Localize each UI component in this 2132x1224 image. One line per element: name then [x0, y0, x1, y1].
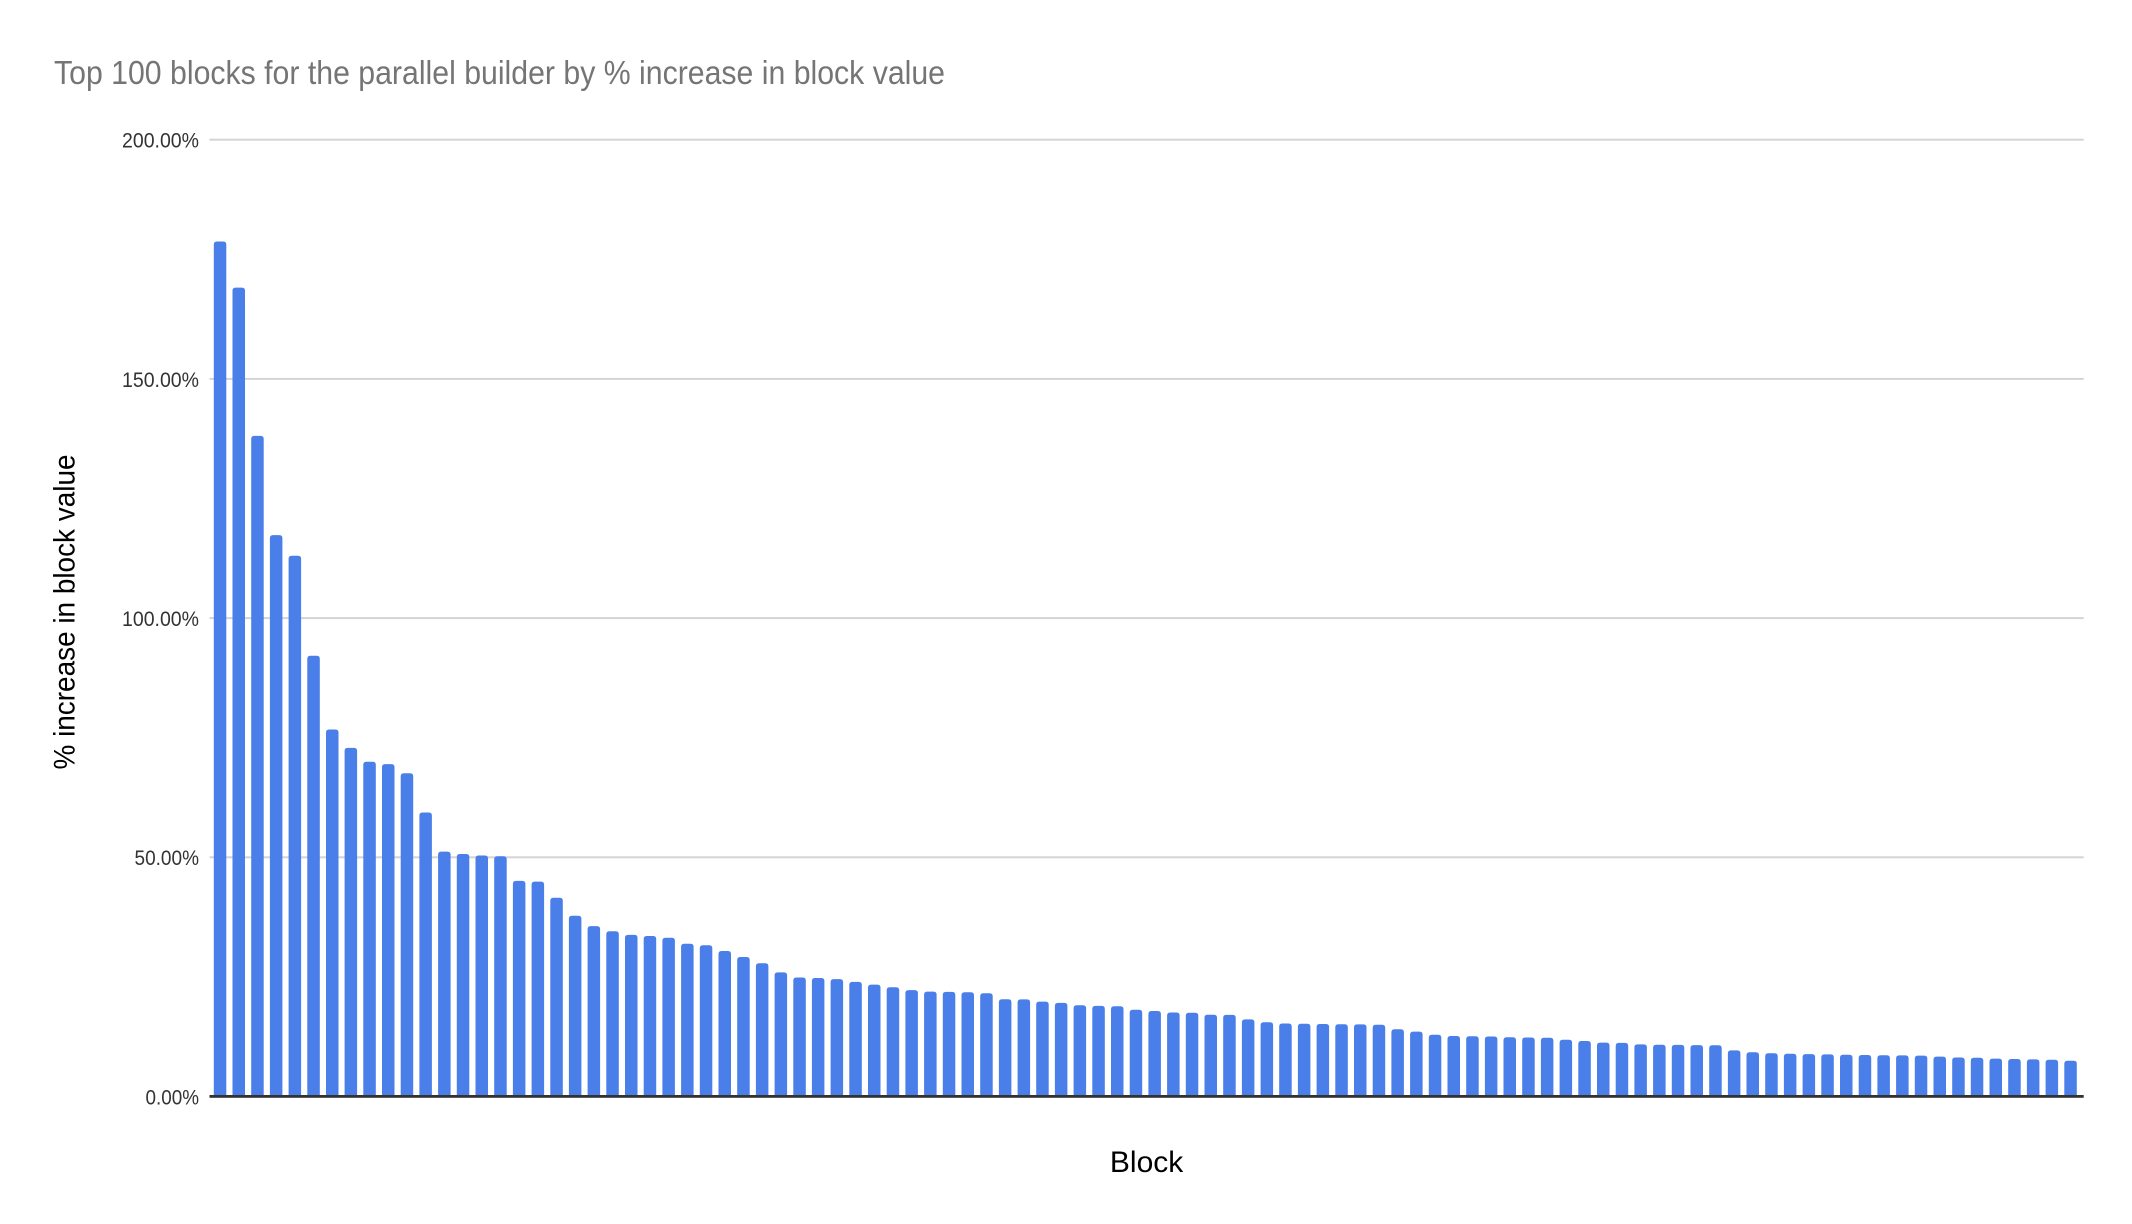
svg-text:Top 100 blocks for the paralle: Top 100 blocks for the parallel builder … — [54, 54, 945, 91]
svg-text:150.00%: 150.00% — [122, 368, 199, 392]
svg-text:50.00%: 50.00% — [135, 846, 200, 870]
svg-text:200.00%: 200.00% — [122, 129, 199, 153]
svg-text:% increase in block value: % increase in block value — [49, 455, 82, 770]
svg-text:100.00%: 100.00% — [122, 607, 199, 631]
svg-text:0.00%: 0.00% — [146, 1085, 200, 1109]
svg-text:Block: Block — [1110, 1146, 1184, 1179]
